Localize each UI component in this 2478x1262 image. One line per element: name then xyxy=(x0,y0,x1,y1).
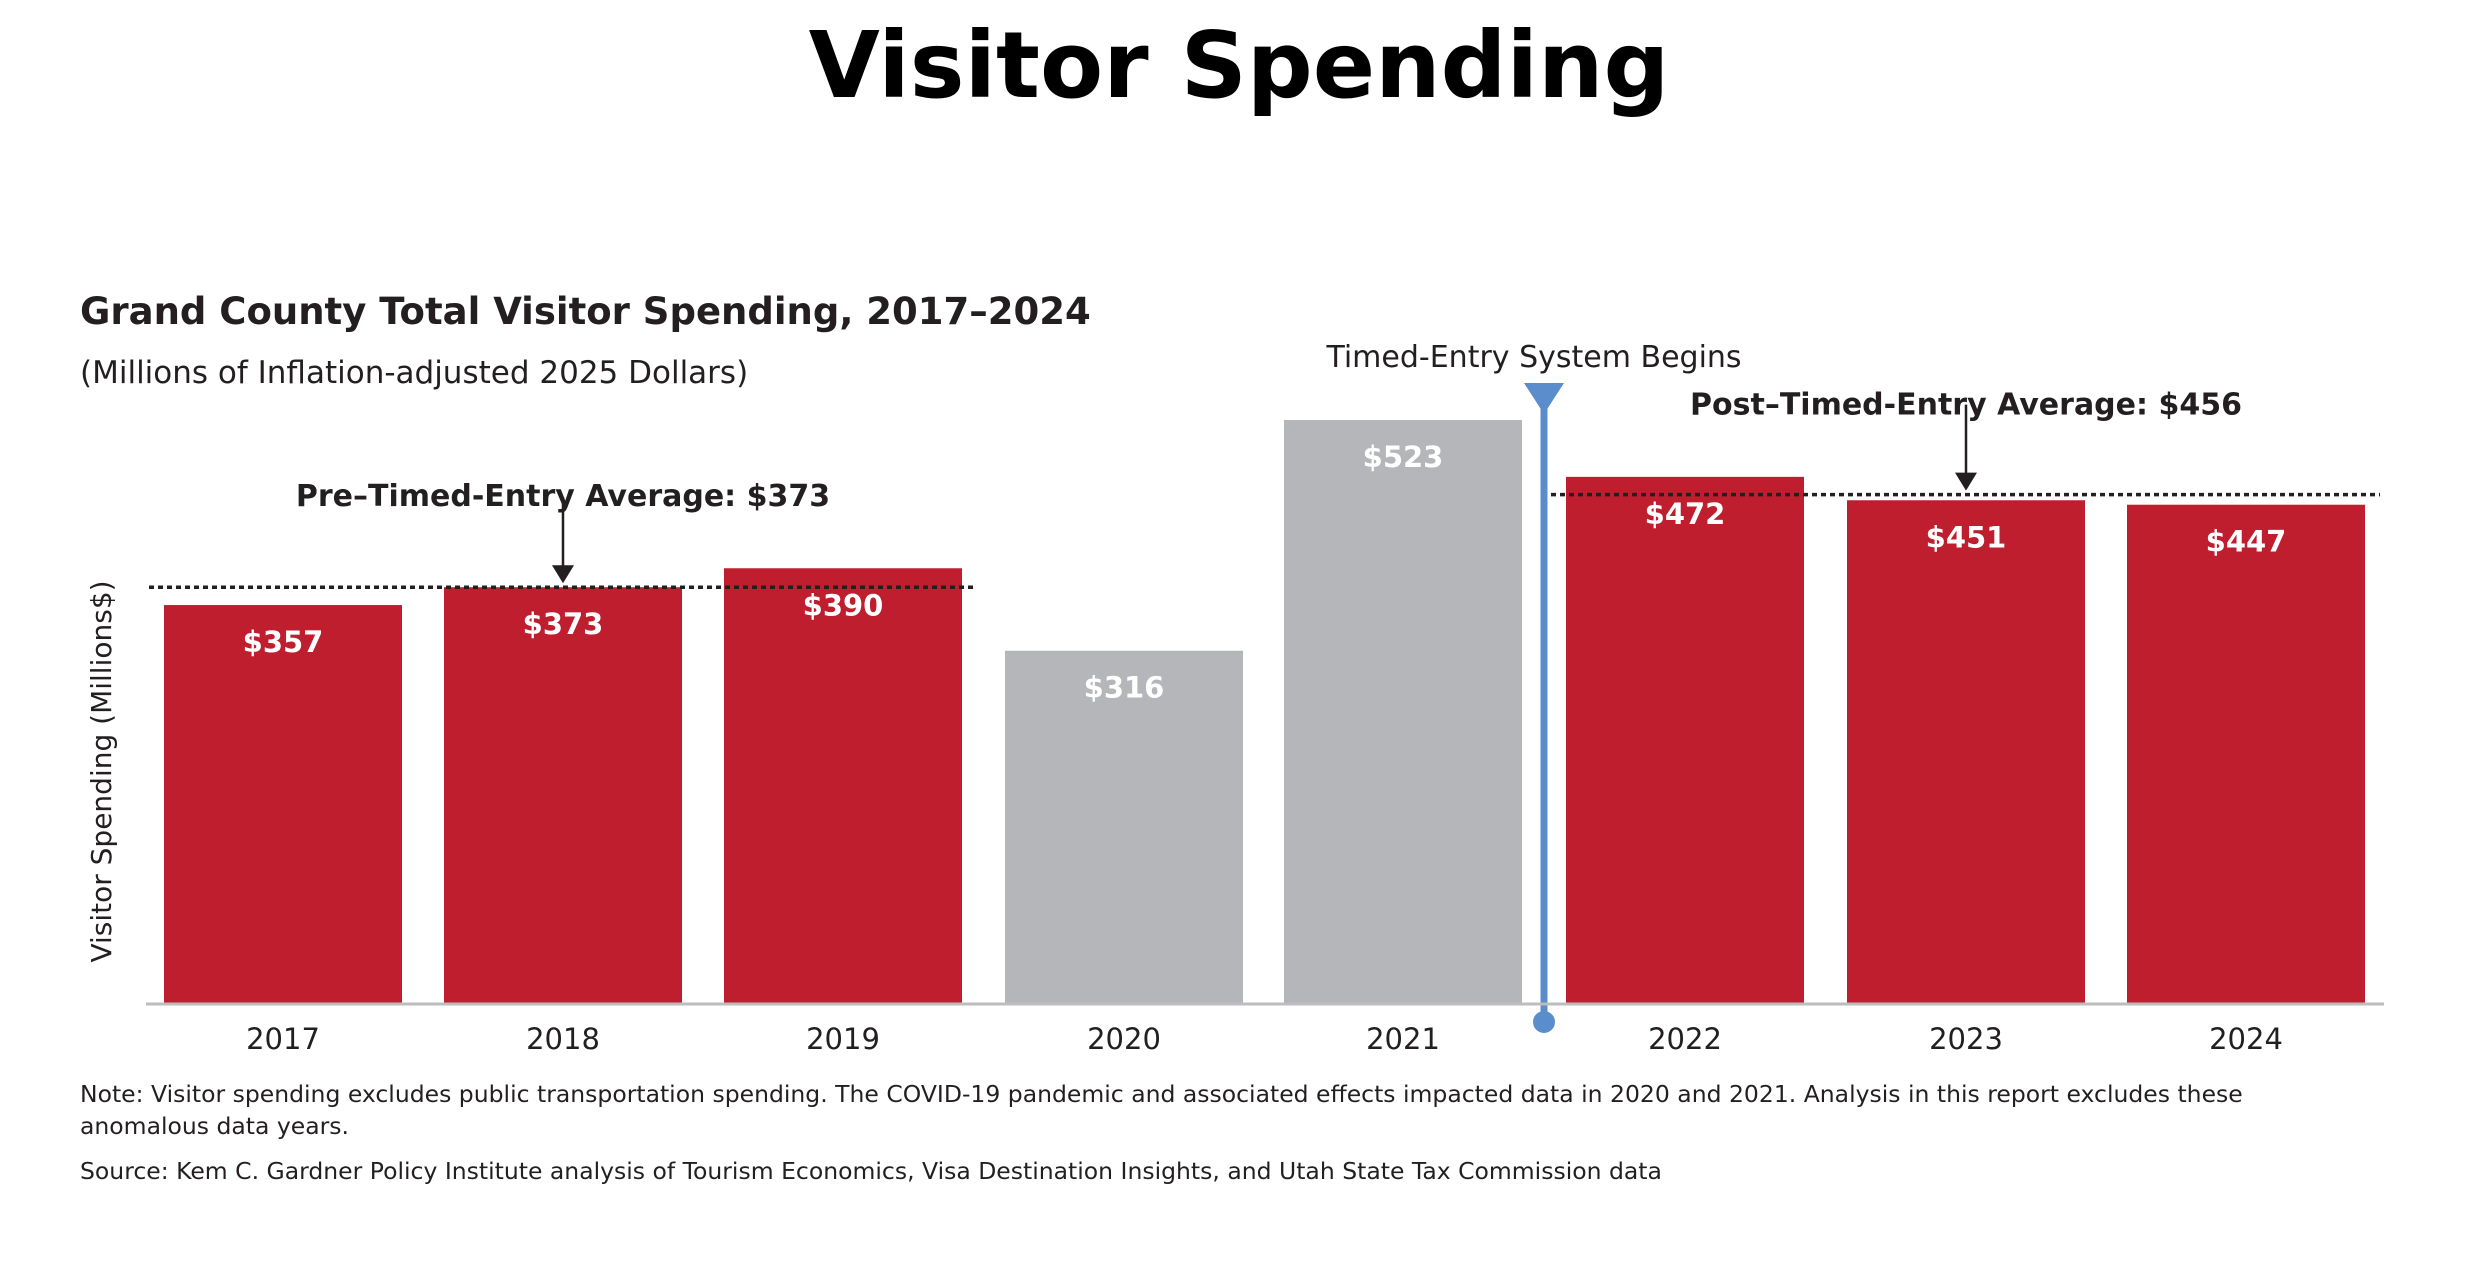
bar-2019 xyxy=(724,568,962,1003)
bar-2017 xyxy=(164,605,402,1003)
x-tick-label: 2020 xyxy=(1087,1022,1161,1056)
bar-2020 xyxy=(1005,650,1243,1003)
x-tick-label: 2023 xyxy=(1929,1022,2003,1056)
bar-value-label: $373 xyxy=(523,607,604,641)
bar-2023 xyxy=(1847,500,2085,1003)
x-tick-label: 2024 xyxy=(2209,1022,2283,1056)
x-tick-label: 2019 xyxy=(806,1022,880,1056)
bar-value-label: $472 xyxy=(1645,497,1726,531)
chart-source: Source: Kem C. Gardner Policy Institute … xyxy=(80,1157,1662,1185)
timed-entry-triangle xyxy=(1524,383,1564,414)
chart-note: Note: Visitor spending excludes public t… xyxy=(80,1080,2243,1108)
annotation-layer: Pre–Timed-Entry Average: $373 Post–Timed-… xyxy=(149,340,2380,1033)
labels-layer: $357 2017 $373 2018 $390 2019 $316 2020 $523 2021… xyxy=(85,440,2384,1056)
bar-value-label: $523 xyxy=(1363,440,1444,474)
timed-entry-label: Timed-Entry System Begins xyxy=(1325,340,1741,375)
bar-value-label: $357 xyxy=(243,625,324,659)
x-tick-label: 2018 xyxy=(526,1022,600,1056)
bar-value-label: $451 xyxy=(1926,520,2007,554)
post-average-label: Post–Timed-Entry Average: $456 xyxy=(1690,388,2242,423)
bar-2022 xyxy=(1566,476,1804,1004)
pre-average-label: Pre–Timed-Entry Average: $373 xyxy=(296,479,830,514)
slide-title: Visitor Spending xyxy=(808,12,1670,119)
x-tick-label: 2017 xyxy=(246,1022,320,1056)
pre-average-arrow-head xyxy=(552,565,574,584)
x-tick-label: 2021 xyxy=(1366,1022,1440,1056)
bar-value-label: $390 xyxy=(803,588,884,622)
chart-title: Grand County Total Visitor Spending, 201… xyxy=(80,290,1091,333)
bar-value-label: $447 xyxy=(2206,525,2287,559)
post-average-arrow-head xyxy=(1955,472,1977,491)
chart-subtitle: (Millions of Inflation-adjusted 2025 Dol… xyxy=(80,355,749,391)
y-axis-label: Visitor Spending (Millions$) xyxy=(85,580,118,962)
x-tick-label: 2022 xyxy=(1648,1022,1722,1056)
chart-note-continued: anomalous data years. xyxy=(80,1112,350,1140)
bars-layer xyxy=(164,420,2365,1004)
bar-2024 xyxy=(2127,504,2365,1003)
bar-value-label: $316 xyxy=(1084,671,1165,705)
timed-entry-dot xyxy=(1533,1011,1555,1033)
bar-2018 xyxy=(444,587,682,1003)
bar-2021 xyxy=(1284,420,1522,1003)
